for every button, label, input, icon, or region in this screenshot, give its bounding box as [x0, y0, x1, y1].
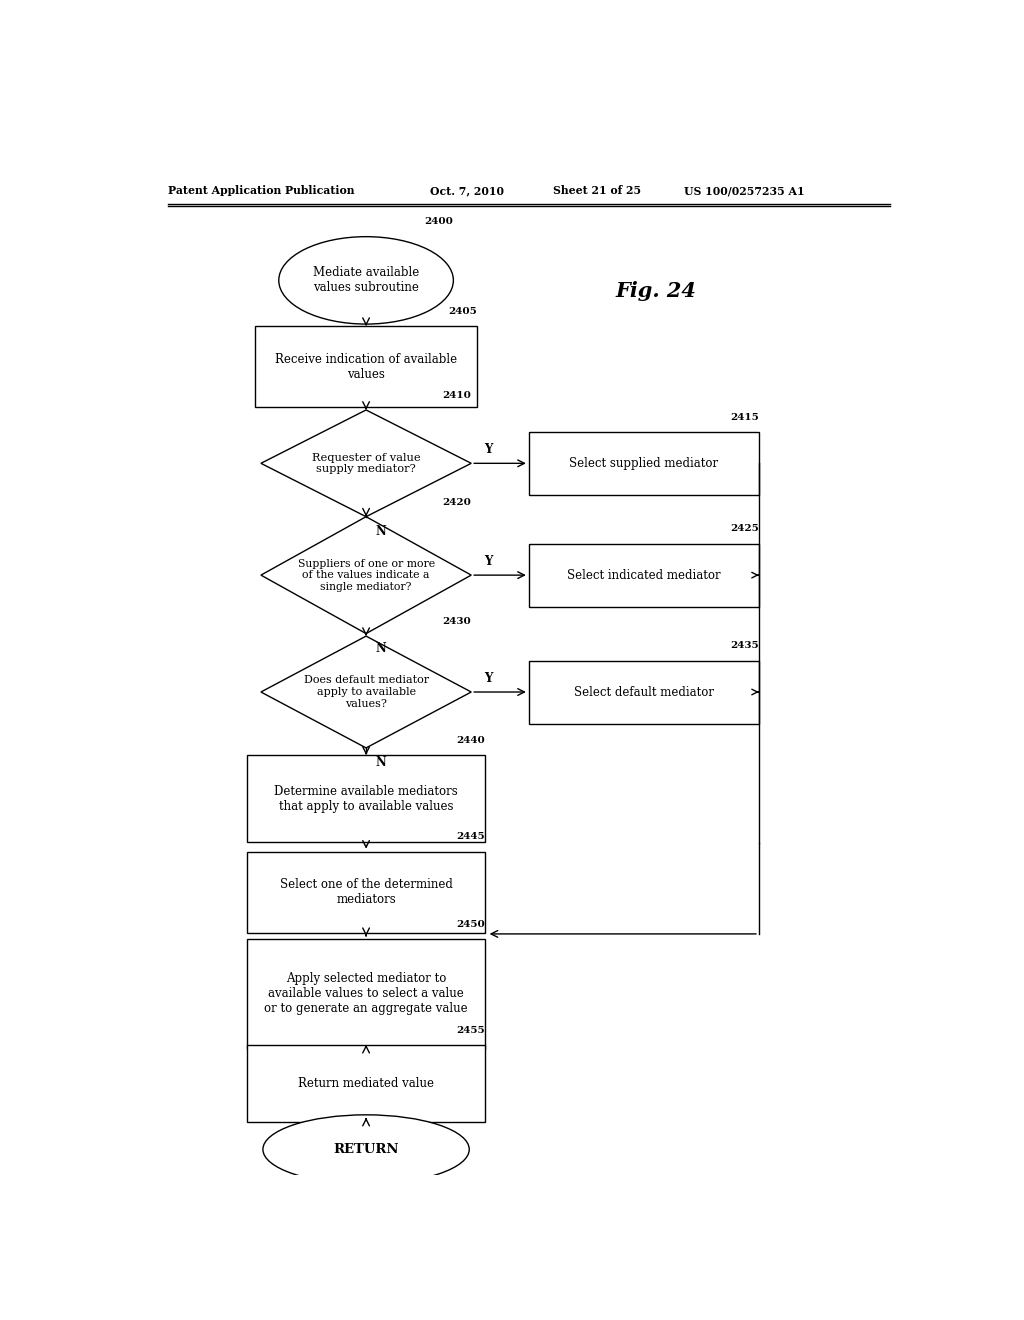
Text: N: N	[376, 642, 386, 655]
FancyBboxPatch shape	[528, 660, 759, 723]
Text: Suppliers of one or more
of the values indicate a
single mediator?: Suppliers of one or more of the values i…	[298, 558, 434, 591]
Text: Sheet 21 of 25: Sheet 21 of 25	[553, 185, 641, 197]
Text: Does default mediator
apply to available
values?: Does default mediator apply to available…	[303, 676, 429, 709]
Text: 2455: 2455	[457, 1026, 485, 1035]
Text: 2420: 2420	[442, 498, 471, 507]
Text: Mediate available
values subroutine: Mediate available values subroutine	[313, 267, 419, 294]
Polygon shape	[261, 636, 471, 748]
Text: Y: Y	[484, 672, 493, 685]
Text: Fig. 24: Fig. 24	[615, 281, 696, 301]
Polygon shape	[261, 516, 471, 634]
Text: RETURN: RETURN	[334, 1143, 398, 1156]
Text: 2425: 2425	[730, 524, 759, 533]
Text: Determine available mediators
that apply to available values: Determine available mediators that apply…	[274, 784, 458, 813]
Text: Y: Y	[484, 554, 493, 568]
FancyBboxPatch shape	[255, 326, 477, 408]
Text: Oct. 7, 2010: Oct. 7, 2010	[430, 185, 504, 197]
Text: Return mediated value: Return mediated value	[298, 1077, 434, 1090]
Text: Y: Y	[484, 444, 493, 457]
Text: US 100/0257235 A1: US 100/0257235 A1	[684, 185, 804, 197]
Ellipse shape	[279, 236, 454, 325]
Text: Select default mediator: Select default mediator	[573, 685, 714, 698]
FancyBboxPatch shape	[247, 1044, 485, 1122]
Text: Select supplied mediator: Select supplied mediator	[569, 457, 719, 470]
Text: Select indicated mediator: Select indicated mediator	[567, 569, 721, 582]
Text: 2415: 2415	[730, 413, 759, 421]
Polygon shape	[261, 411, 471, 516]
Text: Receive indication of available
values: Receive indication of available values	[275, 352, 457, 380]
FancyBboxPatch shape	[247, 851, 485, 933]
Text: Select one of the determined
mediators: Select one of the determined mediators	[280, 878, 453, 907]
Text: 2410: 2410	[442, 391, 471, 400]
Ellipse shape	[263, 1115, 469, 1184]
Text: 2440: 2440	[457, 735, 485, 744]
FancyBboxPatch shape	[528, 544, 759, 607]
Text: 2450: 2450	[457, 920, 485, 929]
Text: 2445: 2445	[457, 833, 485, 841]
Text: 2405: 2405	[449, 308, 477, 315]
FancyBboxPatch shape	[247, 939, 485, 1049]
Text: 2435: 2435	[730, 642, 759, 651]
Text: N: N	[376, 756, 386, 770]
Text: N: N	[376, 525, 386, 537]
Text: 2430: 2430	[442, 616, 471, 626]
Text: Patent Application Publication: Patent Application Publication	[168, 185, 354, 197]
Text: Apply selected mediator to
available values to select a value
or to generate an : Apply selected mediator to available val…	[264, 973, 468, 1015]
Text: 2400: 2400	[425, 218, 454, 227]
Text: Requester of value
supply mediator?: Requester of value supply mediator?	[311, 453, 421, 474]
FancyBboxPatch shape	[528, 432, 759, 495]
FancyBboxPatch shape	[247, 755, 485, 842]
